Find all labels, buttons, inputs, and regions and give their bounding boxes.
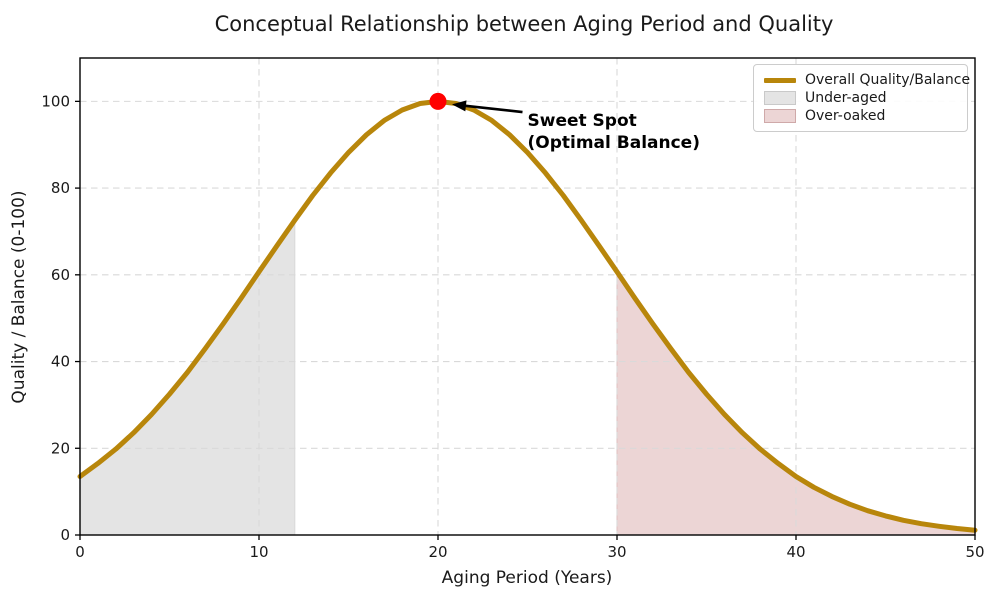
x-tick-label: 20 [428,543,447,561]
legend-line-swatch [764,77,796,83]
sweet-spot-dot [429,92,447,110]
y-axis-ticks: 0 20 40 60 80 100 [41,92,80,544]
legend-label: Under-aged [805,90,887,106]
shaded-regions [79,218,976,536]
legend-label: Over-oaked [805,108,886,124]
x-tick-label: 40 [786,543,805,561]
x-tick-label: 50 [965,543,984,561]
plot-frame [79,57,976,536]
x-tick-label: 10 [249,543,268,561]
legend-label: Overall Quality/Balance [805,72,971,88]
y-tick-label: 20 [51,439,70,457]
x-axis-ticks: 0 10 20 30 40 50 [75,535,985,561]
x-axis-label: Aging Period (Years) [442,568,613,588]
y-tick-label: 40 [51,353,70,371]
y-axis-label: Quality / Balance (0-100) [9,190,29,403]
y-tick-label: 100 [41,92,70,110]
legend-underaged-swatch [764,91,796,105]
sweet-spot-label: Sweet Spot (Optimal Balance) [527,111,700,154]
y-tick-label: 80 [51,179,70,197]
legend-overoaked-swatch [764,109,796,123]
x-tick-label: 30 [607,543,626,561]
y-tick-label: 60 [51,266,70,284]
legend-item-under-aged: Under-aged [764,90,957,106]
legend-item-curve: Overall Quality/Balance [764,72,970,88]
y-tick-label: 0 [60,526,70,544]
annotation-arrow [452,100,523,114]
x-tick-label: 0 [75,543,85,561]
legend-item-over-oaked: Over-oaked [764,108,957,124]
chart-title: Conceptual Relationship between Aging Pe… [215,12,834,36]
quality-curve [77,98,978,533]
legend: Overall Quality/Balance Under-aged Over-… [753,64,970,132]
